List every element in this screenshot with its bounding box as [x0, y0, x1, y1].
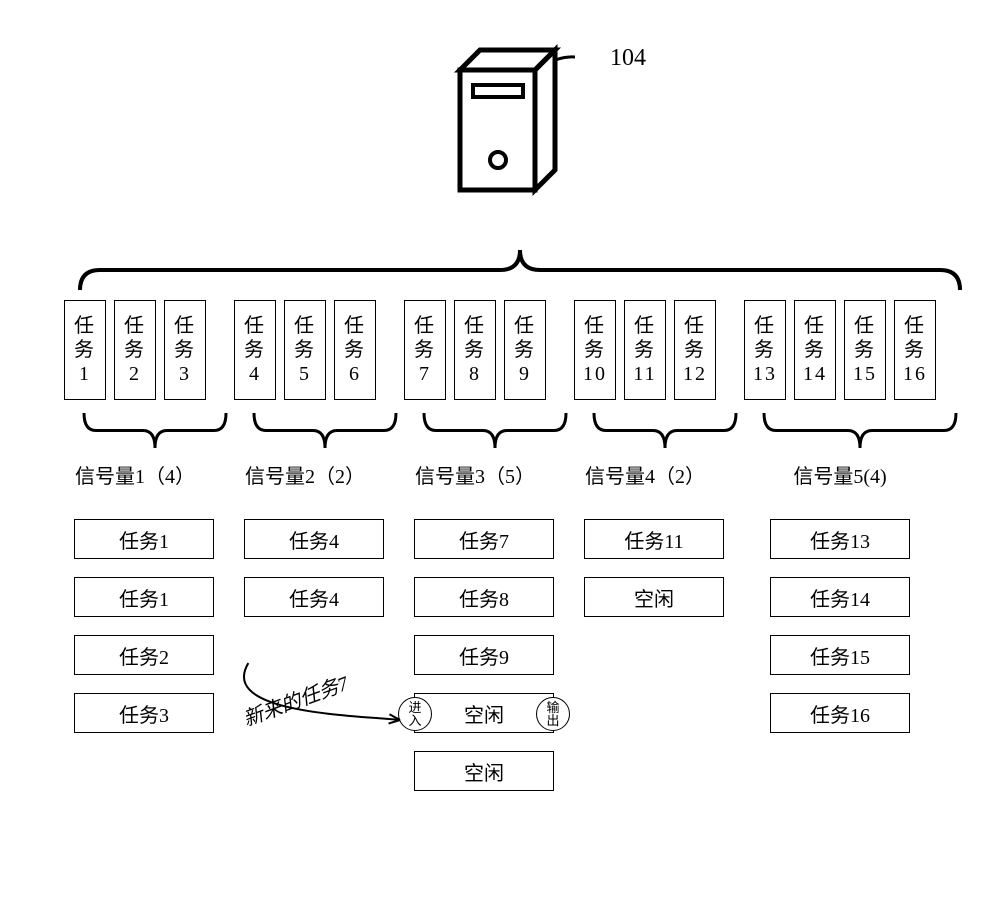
task-group-4: 任务10任务11任务12	[574, 300, 716, 400]
slot-column-5: 任务13 任务14 任务15 任务16	[744, 519, 936, 791]
slot-column-1: 任务1 任务1 任务2 任务3	[64, 519, 224, 791]
slot-label: 空闲	[464, 699, 504, 728]
server-icon	[425, 30, 575, 200]
slot-label: 任务9	[459, 641, 509, 670]
slot-box: 任务14	[770, 577, 910, 617]
task-group-3: 任务7任务8任务9	[404, 300, 546, 400]
slot-label: 任务11	[624, 525, 683, 554]
signal-label-5: 信号量5(4)	[735, 460, 945, 489]
slot-column-2: 任务4 任务4	[234, 519, 394, 791]
task-box-4: 任务4	[234, 300, 276, 400]
task-box-14: 任务14	[794, 300, 836, 400]
slot-box: 进入空闲输出	[414, 693, 554, 733]
slot-box: 任务8	[414, 577, 554, 617]
big-brace	[20, 220, 1000, 300]
slot-box: 空闲	[414, 751, 554, 791]
big-brace-area	[20, 220, 980, 300]
task-box-13: 任务13	[744, 300, 786, 400]
slot-label: 任务8	[459, 583, 509, 612]
task-group-5: 任务13任务14任务15任务16	[744, 300, 936, 400]
slot-column-3: 任务7任务8任务9进入空闲输出空闲	[404, 519, 564, 791]
slot-label: 任务4	[289, 583, 339, 612]
task-box-9: 任务9	[504, 300, 546, 400]
slot-box: 空闲	[584, 577, 724, 617]
slot-box: 任务4	[244, 577, 384, 617]
columns-area: 任务1任务1任务2任务3任务4任务4任务7任务8任务9进入空闲输出空闲任务11空…	[20, 519, 980, 791]
slot-label: 任务4	[289, 525, 339, 554]
slot-box: 任务7	[414, 519, 554, 559]
task-box-3: 任务3	[164, 300, 206, 400]
task-box-7: 任务7	[404, 300, 446, 400]
server-area: 104	[20, 20, 980, 220]
signal-label-2: 信号量2（2）	[225, 460, 385, 489]
slot-box: 任务13	[770, 519, 910, 559]
io-out-circle: 输出	[536, 697, 570, 731]
slot-label: 任务13	[810, 525, 870, 554]
slot-box: 任务11	[584, 519, 724, 559]
task-box-1: 任务1	[64, 300, 106, 400]
slot-label: 任务1	[119, 583, 169, 612]
small-braces	[20, 405, 1000, 455]
slot-box: 任务1	[74, 577, 214, 617]
task-box-2: 任务2	[114, 300, 156, 400]
signal-label-3: 信号量3（5）	[395, 460, 555, 489]
task-box-12: 任务12	[674, 300, 716, 400]
slot-box: 任务4	[244, 519, 384, 559]
slot-label: 空闲	[464, 757, 504, 786]
task-box-6: 任务6	[334, 300, 376, 400]
task-group-1: 任务1任务2任务3	[64, 300, 206, 400]
slot-label: 任务16	[810, 699, 870, 728]
task-box-11: 任务11	[624, 300, 666, 400]
tasks-row: 任务1任务2任务3任务4任务5任务6任务7任务8任务9任务10任务11任务12任…	[20, 300, 980, 400]
server-label: 104	[610, 45, 646, 72]
task-box-5: 任务5	[284, 300, 326, 400]
slot-box: 任务9	[414, 635, 554, 675]
task-group-2: 任务4任务5任务6	[234, 300, 376, 400]
signal-label-4: 信号量4（2）	[565, 460, 725, 489]
slot-box: 任务3	[74, 693, 214, 733]
slot-label: 任务7	[459, 525, 509, 554]
task-box-10: 任务10	[574, 300, 616, 400]
slot-box: 任务15	[770, 635, 910, 675]
slot-column-4: 任务11 空闲	[574, 519, 734, 791]
slot-label: 任务15	[810, 641, 870, 670]
slot-label: 任务1	[119, 525, 169, 554]
slot-box: 任务16	[770, 693, 910, 733]
slot-box: 任务2	[74, 635, 214, 675]
signal-label-1: 信号量1（4）	[55, 460, 215, 489]
signal-labels-row: 信号量1（4） 信号量2（2） 信号量3（5） 信号量4（2） 信号量5(4)	[20, 460, 980, 489]
task-box-8: 任务8	[454, 300, 496, 400]
slot-label: 空闲	[634, 583, 674, 612]
io-in-circle: 进入	[398, 697, 432, 731]
slot-label: 任务14	[810, 583, 870, 612]
task-box-16: 任务16	[894, 300, 936, 400]
task-box-15: 任务15	[844, 300, 886, 400]
slot-box: 任务1	[74, 519, 214, 559]
slot-label: 任务3	[119, 699, 169, 728]
slot-label: 任务2	[119, 641, 169, 670]
small-braces-row	[20, 405, 980, 455]
